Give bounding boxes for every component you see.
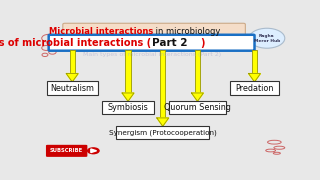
Text: in microbiology: in microbiology [153, 27, 220, 36]
FancyBboxPatch shape [160, 50, 165, 118]
FancyBboxPatch shape [252, 50, 257, 74]
Polygon shape [192, 93, 204, 101]
FancyBboxPatch shape [49, 35, 254, 51]
FancyBboxPatch shape [46, 145, 87, 157]
Circle shape [249, 28, 285, 48]
Text: Part 2: Part 2 [152, 38, 187, 48]
FancyBboxPatch shape [63, 23, 245, 40]
Polygon shape [249, 74, 260, 82]
Circle shape [87, 147, 100, 154]
FancyBboxPatch shape [47, 82, 98, 95]
FancyBboxPatch shape [230, 82, 279, 95]
Text: Neutralism: Neutralism [50, 84, 94, 93]
Text: Predation: Predation [235, 84, 274, 93]
Polygon shape [122, 93, 134, 101]
Text: SUBSCRIBE: SUBSCRIBE [50, 148, 83, 153]
Text: Main types of microbial interactions (: Main types of microbial interactions ( [0, 38, 152, 48]
FancyBboxPatch shape [125, 50, 131, 93]
Text: Main types of microbial interactions (Part 2): Main types of microbial interactions (Pa… [83, 52, 221, 57]
FancyBboxPatch shape [102, 101, 154, 114]
Polygon shape [91, 149, 97, 153]
Text: Synergism (Protocooperation): Synergism (Protocooperation) [109, 129, 217, 136]
Text: Microbial interactions: Microbial interactions [49, 27, 153, 36]
Text: Quorum Sensing: Quorum Sensing [164, 103, 231, 112]
Polygon shape [157, 118, 169, 126]
Text: Symbiosis: Symbiosis [108, 103, 148, 112]
Text: ): ) [200, 38, 204, 48]
Text: Ragha
Meror Hub: Ragha Meror Hub [254, 34, 280, 42]
FancyBboxPatch shape [195, 50, 200, 93]
FancyBboxPatch shape [170, 101, 226, 114]
FancyBboxPatch shape [69, 50, 75, 74]
Polygon shape [66, 74, 78, 82]
FancyBboxPatch shape [116, 126, 209, 139]
